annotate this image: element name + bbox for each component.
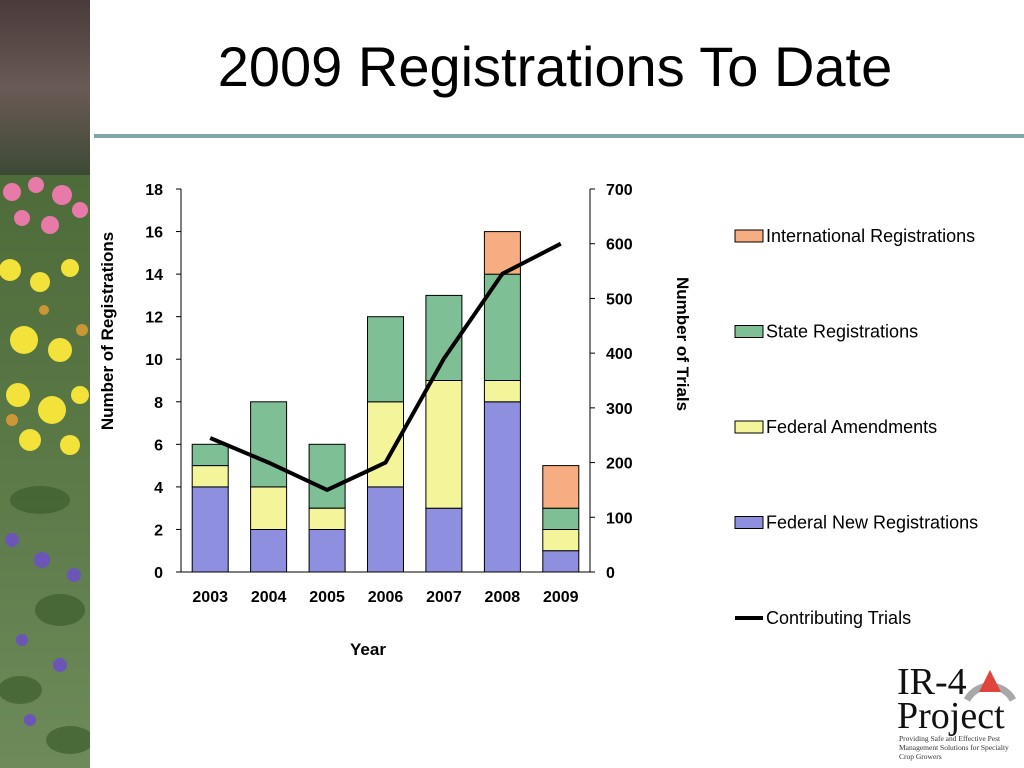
ticks-layer: 0 2 4 6 8 10 12 14 16 18 0 100 200 300 400 500 600 700 200…	[145, 182, 633, 606]
axes-layer	[176, 188, 595, 573]
x-tick-label: 2008	[485, 589, 521, 606]
y-tick-label: 6	[154, 437, 163, 454]
x-tick-label: 2007	[426, 589, 462, 606]
legend-swatch-international-registrations	[734, 229, 764, 243]
ir4-project-logo: IR-4 Project Providing Safe and Effectiv…	[893, 662, 1021, 766]
y-tick-label: 4	[154, 480, 163, 497]
x-tick-label: 2003	[192, 589, 228, 606]
y-tick-label: 8	[154, 395, 163, 412]
bar-federal-amendments-2004	[250, 486, 288, 530]
contributing-trials-line	[209, 241, 562, 492]
legend-label-federal-amendments: Federal Amendments	[766, 417, 937, 437]
slide-title: 2009 Registrations To Date	[217, 35, 893, 98]
bar-state-registrations-2006	[367, 316, 404, 403]
y-tick-label: 0	[154, 565, 163, 582]
y2-tick-label: 100	[606, 510, 633, 527]
legend-swatch-state-registrations	[734, 325, 764, 338]
x-tick-label: 2006	[368, 589, 404, 606]
y2-tick-label: 700	[606, 182, 633, 199]
bar-federal-new-registrations-2004	[250, 528, 288, 573]
logo-triangle-icon	[963, 670, 1017, 702]
x-tick-label: 2005	[309, 589, 345, 606]
bar-federal-new-registrations-2003	[191, 486, 229, 573]
y2-tick-label: 0	[606, 565, 615, 582]
bar-state-registrations-2003	[191, 443, 229, 467]
bars-layer	[191, 231, 580, 573]
legend-label-state-registrations: State Registrations	[766, 322, 918, 342]
bar-state-registrations-2004	[250, 401, 288, 488]
legend-swatch-federal-amendments	[734, 420, 764, 434]
bar-federal-new-registrations-2009	[542, 550, 580, 573]
bar-federal-amendments-2009	[542, 528, 580, 552]
y-tick-label: 16	[145, 225, 163, 242]
bar-federal-new-registrations-2008	[483, 401, 521, 573]
bar-federal-new-registrations-2006	[367, 486, 404, 573]
bar-federal-amendments-2003	[191, 465, 229, 488]
logo-tagline: Providing Safe and Effective Pest Manage…	[899, 734, 1009, 761]
y-tick-label: 14	[145, 267, 163, 284]
legend-label-international-registrations: International Registrations	[766, 226, 975, 246]
logo-word-project: Project	[897, 695, 1005, 737]
y2-tick-label: 600	[606, 237, 633, 254]
y2-tick-label: 300	[606, 401, 633, 418]
y-tick-label: 12	[145, 310, 163, 327]
y-tick-label: 10	[145, 352, 163, 369]
title-divider	[94, 134, 1024, 138]
y2-tick-label: 400	[606, 346, 633, 363]
bar-federal-amendments-2006	[367, 401, 404, 488]
y2-tick-label: 200	[606, 456, 633, 473]
legend-swatch-federal-new-registrations	[734, 516, 764, 529]
bar-federal-amendments-2005	[308, 507, 346, 531]
x-tick-label: 2004	[251, 589, 287, 606]
legend-label-contributing-trials: Contributing Trials	[766, 608, 911, 628]
bar-international-registrations-2009	[542, 465, 580, 509]
bar-federal-amendments-2007	[425, 380, 463, 509]
y-tick-label: 2	[154, 522, 163, 539]
legend-label-federal-new-registrations: Federal New Registrations	[766, 513, 978, 533]
y2-axis-title: Number of Trials	[673, 277, 692, 411]
y2-tick-label: 500	[606, 291, 633, 308]
legend: International Registrations State Registr…	[734, 226, 978, 628]
flower-photo-strip	[0, 0, 90, 768]
x-axis-title: Year	[350, 640, 386, 659]
bar-federal-new-registrations-2005	[308, 528, 346, 573]
bar-federal-amendments-2008	[483, 380, 521, 403]
bar-state-registrations-2009	[542, 507, 580, 531]
x-tick-label: 2009	[543, 589, 579, 606]
y-tick-label: 18	[145, 182, 163, 199]
y-axis-title: Number of Registrations	[98, 232, 117, 430]
bar-federal-new-registrations-2007	[425, 507, 463, 573]
bar-state-registrations-2005	[308, 443, 346, 509]
logo-word-ir4: IR-4	[897, 661, 967, 703]
